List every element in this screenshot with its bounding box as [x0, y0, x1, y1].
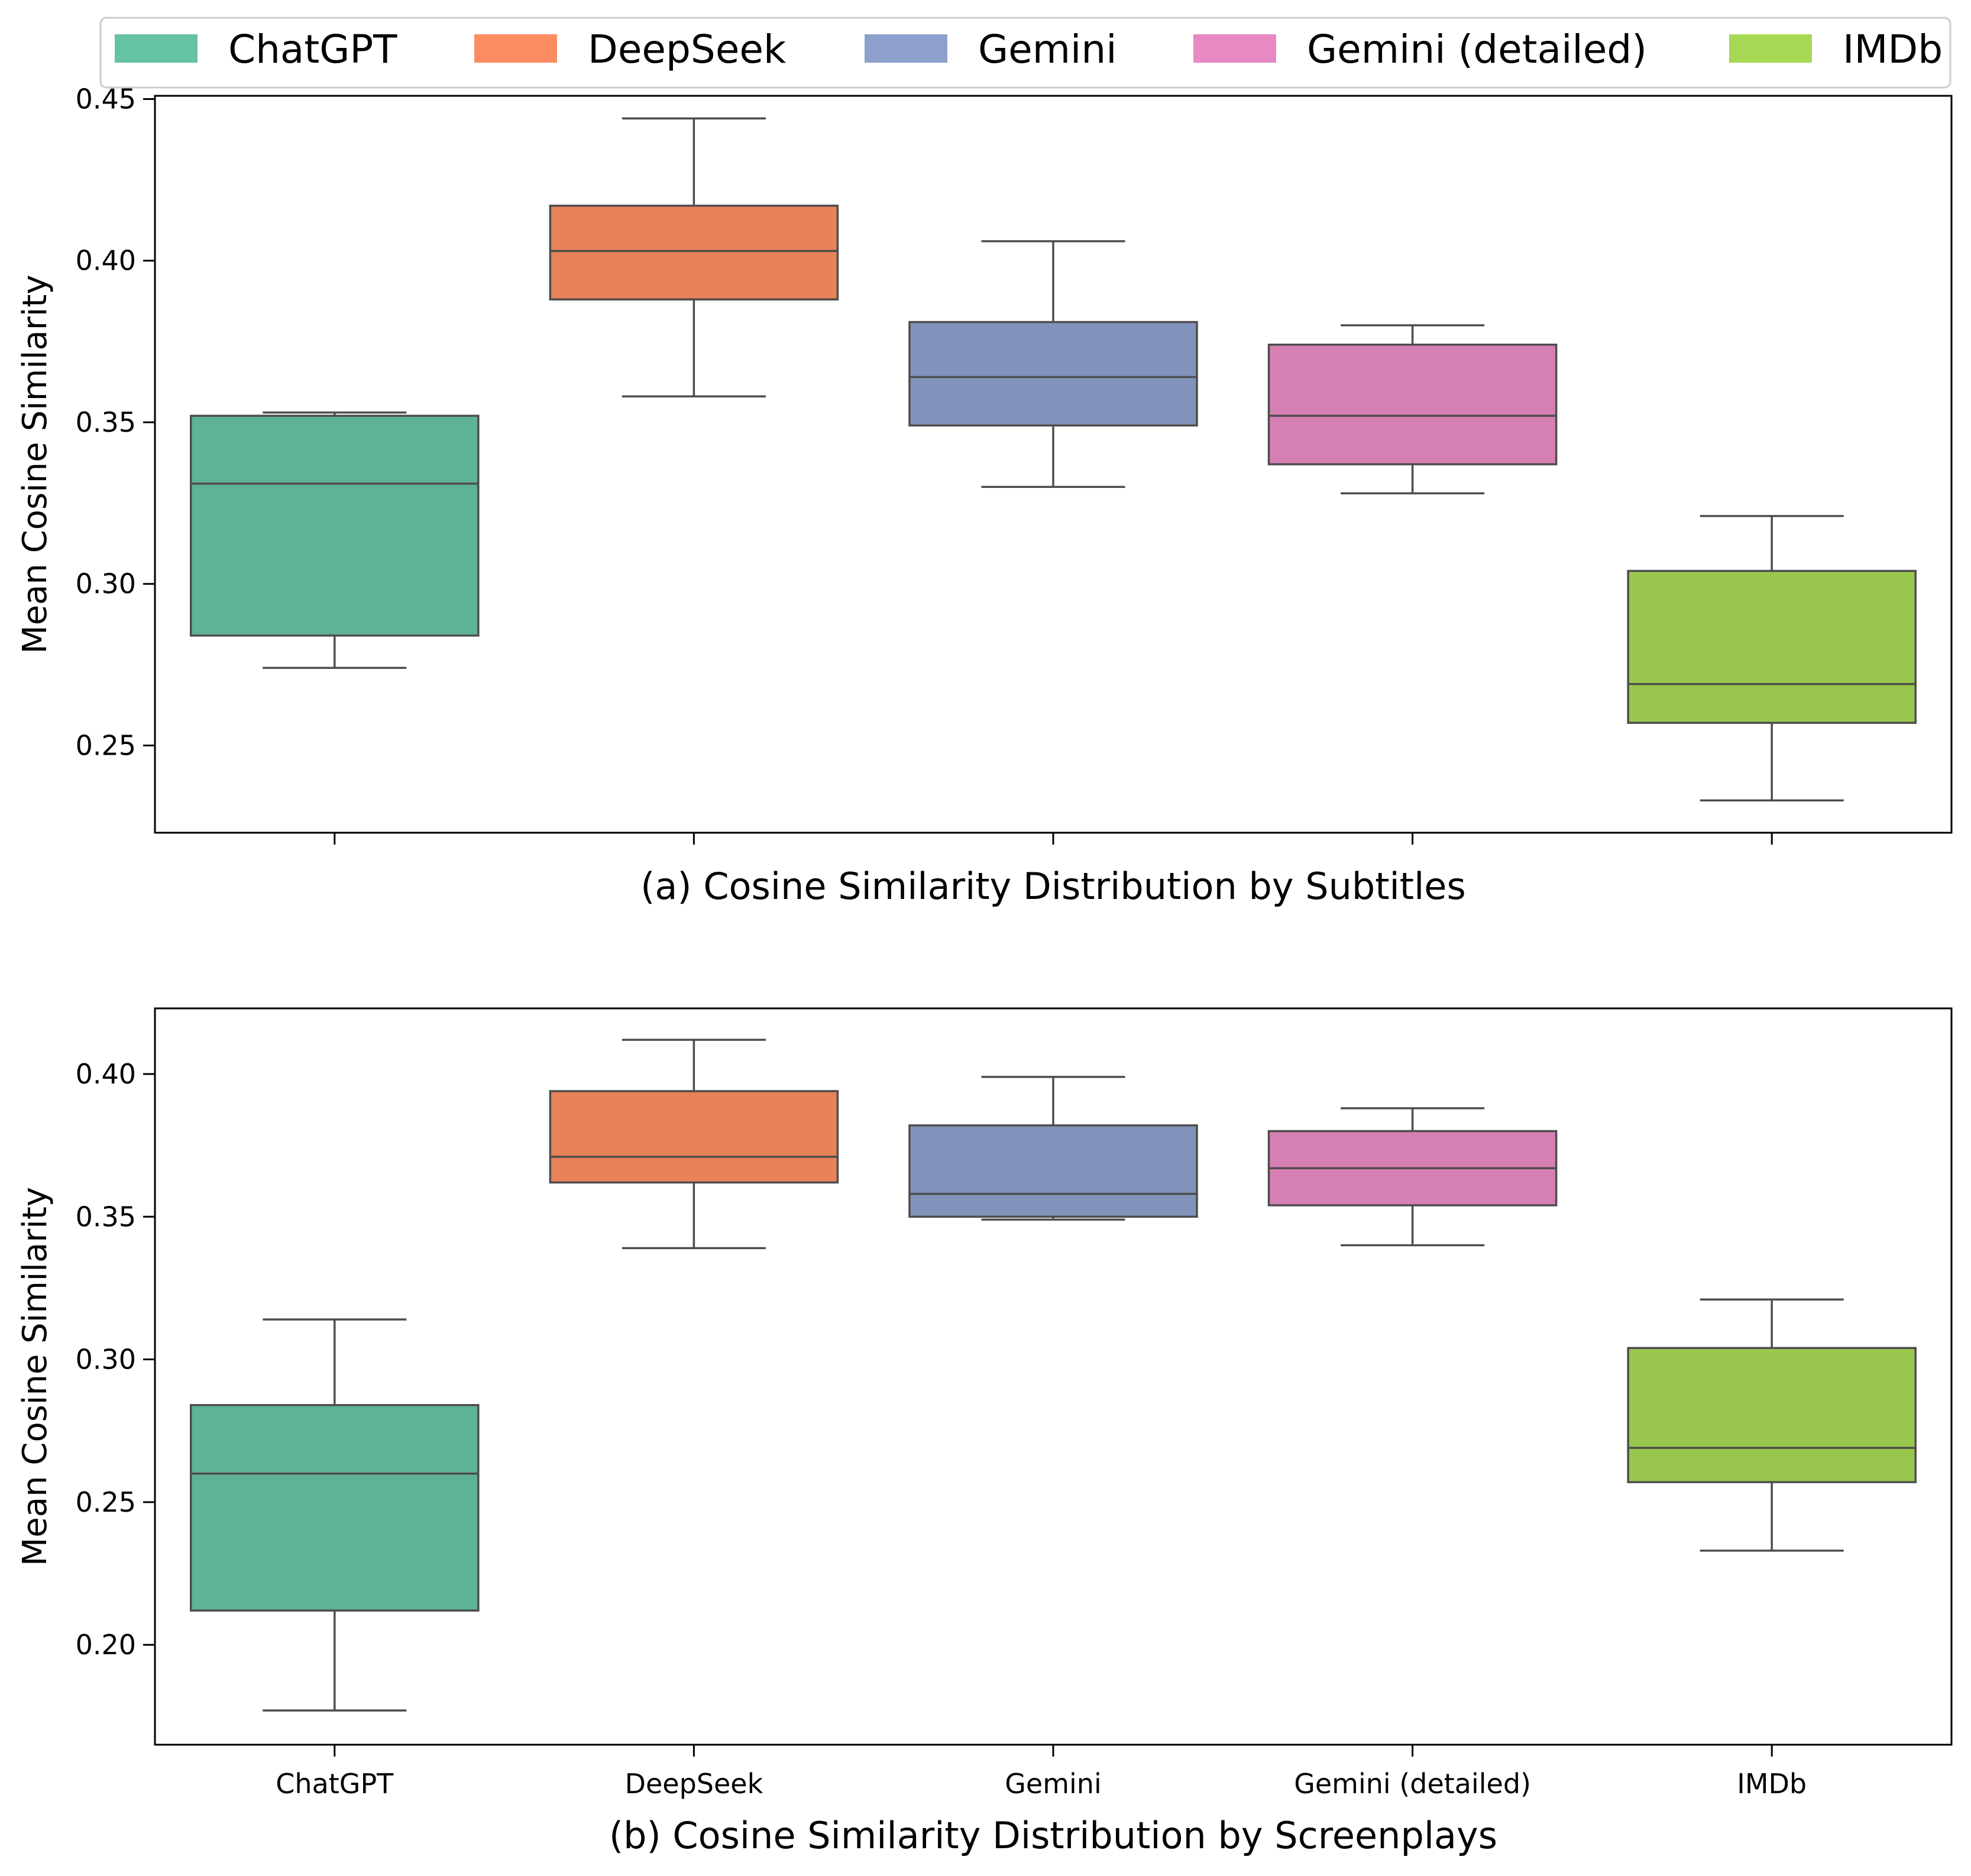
iqr-box [190, 415, 480, 637]
y-tick-label: 0.45 [76, 83, 136, 115]
x-tick-label-gemini-detailed: Gemini (detailed) [1294, 1768, 1531, 1800]
y-tick-label: 0.25 [76, 729, 136, 761]
legend-swatch-deepseek [474, 34, 557, 63]
box-gemini-detailed [1267, 324, 1558, 494]
y-tick-label: 0.30 [76, 568, 136, 600]
y-tick-label: 0.35 [76, 1201, 136, 1233]
y-tick-label: 0.40 [76, 1058, 136, 1090]
plot-frame [154, 95, 1953, 834]
y-tick-label: 0.25 [76, 1486, 136, 1518]
legend-label-deepseek: DeepSeek [588, 27, 787, 72]
panel-screenplays: 0.20 0.25 0.30 0.35 0.40 ChatGPT DeepSeek Gemin… [16, 1007, 1953, 1857]
iqr-box [908, 1124, 1198, 1218]
legend-label-imdb: IMDb [1843, 27, 1943, 72]
y-axis-label: Mean Cosine Similarity [16, 275, 54, 654]
x-tick-label-gemini: Gemini [1005, 1768, 1101, 1800]
box-chatgpt [190, 1318, 480, 1712]
legend: ChatGPT DeepSeek Gemini Gemini (detailed) IM… [99, 17, 1951, 89]
x-tick-label-deepseek: DeepSeek [625, 1768, 763, 1800]
iqr-box [1627, 1347, 1917, 1483]
y-tick-label: 0.35 [76, 406, 136, 438]
x-tick-label-chatgpt: ChatGPT [276, 1768, 394, 1800]
legend-swatch-imdb [1729, 34, 1812, 63]
y-tick-label: 0.20 [76, 1629, 136, 1661]
panel-caption: (b) Cosine Similarity Distribution by Sc… [609, 1814, 1497, 1857]
legend-label-gemini: Gemini [978, 27, 1117, 72]
box-gemini [908, 240, 1198, 489]
box-deepseek [549, 1039, 839, 1250]
legend-label-chatgpt: ChatGPT [228, 27, 397, 72]
box-gemini-detailed [1267, 1107, 1558, 1247]
legend-swatch-gemini [865, 34, 947, 63]
y-tick-label: 0.30 [76, 1344, 136, 1376]
iqr-box [908, 321, 1198, 427]
legend-swatch-chatgpt [115, 34, 198, 63]
box-gemini [908, 1076, 1198, 1221]
x-tick-label-imdb: IMDb [1737, 1768, 1807, 1800]
y-axis-label: Mean Cosine Similarity [16, 1187, 54, 1566]
box-chatgpt [190, 411, 480, 669]
plot-frame [154, 1007, 1953, 1746]
panel-caption: (a) Cosine Similarity Distribution by Su… [640, 865, 1466, 908]
legend-frame [99, 17, 1951, 89]
iqr-box [1627, 570, 1917, 724]
box-deepseek [549, 117, 839, 397]
legend-label-gemini-detailed: Gemini (detailed) [1307, 27, 1647, 72]
iqr-box [1267, 344, 1558, 465]
panel-subtitles: 0.25 0.30 0.35 0.40 0.45 Mean Cosine Similari… [16, 83, 1953, 908]
y-tick-label: 0.40 [76, 245, 136, 277]
iqr-box [549, 205, 839, 301]
iqr-box [549, 1090, 839, 1184]
box-imdb [1627, 1298, 1917, 1552]
iqr-box [190, 1404, 480, 1612]
legend-swatch-gemini-detailed [1193, 34, 1276, 63]
box-imdb [1627, 515, 1917, 802]
